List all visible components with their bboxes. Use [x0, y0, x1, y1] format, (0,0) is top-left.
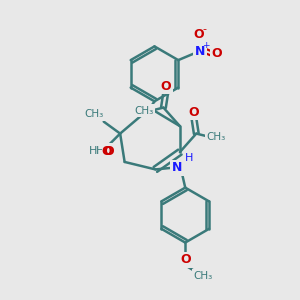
Text: O: O	[193, 28, 204, 41]
Text: H: H	[96, 146, 104, 157]
Text: +: +	[202, 41, 209, 50]
Text: H: H	[185, 153, 194, 164]
Text: O: O	[104, 145, 114, 158]
Text: O: O	[212, 47, 222, 60]
Text: H: H	[89, 146, 98, 157]
Text: O: O	[160, 80, 171, 93]
Text: O: O	[189, 106, 199, 118]
Text: CH₃: CH₃	[206, 132, 226, 142]
Text: O: O	[101, 145, 112, 158]
Text: -: -	[202, 24, 206, 34]
Text: CH₃: CH₃	[85, 109, 104, 119]
Text: N: N	[195, 45, 205, 58]
Text: CH₃: CH₃	[134, 106, 153, 116]
Text: N: N	[172, 161, 182, 174]
Text: O: O	[180, 254, 190, 266]
Text: CH₃: CH₃	[194, 271, 213, 281]
